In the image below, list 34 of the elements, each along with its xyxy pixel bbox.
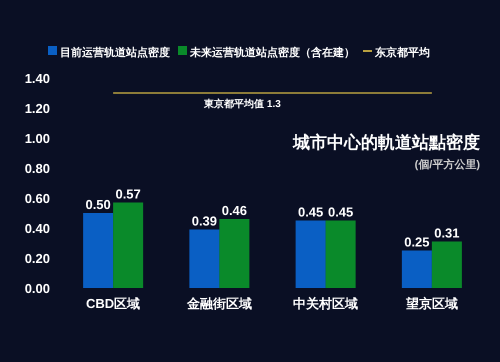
- y-tick-label: 0.00: [24, 281, 50, 296]
- bar: [83, 213, 114, 288]
- x-tick-label: 望京区域: [404, 296, 458, 311]
- x-tick-label: 金融街区域: [186, 296, 252, 311]
- bar: [296, 220, 326, 288]
- x-tick-label: 中关村区域: [293, 296, 358, 311]
- annotation: 東京都平均值 1.3: [203, 98, 282, 110]
- data-label: 0.50: [85, 197, 111, 212]
- y-tick-label: 0.20: [24, 251, 50, 266]
- y-tick-label: 0.80: [24, 161, 50, 176]
- y-tick-label: 0.40: [24, 221, 50, 236]
- data-label: 0.45: [328, 204, 354, 220]
- y-tick-label: 0.60: [24, 191, 50, 206]
- data-label: 0.57: [115, 186, 141, 202]
- legend-label: 未来运营轨道站点密度（含在建）: [189, 46, 355, 59]
- bar: [219, 219, 250, 288]
- bar: [402, 250, 432, 288]
- legend-label: 东京都平均: [374, 46, 430, 59]
- data-label: 0.45: [298, 204, 324, 220]
- y-tick-label: 1.40: [24, 71, 50, 86]
- x-tick-label: CBD区域: [86, 296, 140, 311]
- data-label: 0.39: [192, 214, 218, 228]
- bar: [326, 220, 356, 288]
- data-label: 0.25: [404, 234, 430, 250]
- data-label: 0.46: [222, 203, 248, 218]
- text: (個/平方公里): [414, 158, 480, 171]
- y-tick-label: 1.00: [24, 131, 50, 146]
- bar: [113, 202, 144, 288]
- data-label: 0.31: [434, 226, 460, 240]
- bar: [432, 242, 462, 288]
- text: 城市中心的軌道站點密度: [292, 133, 480, 152]
- legend-label: 目前运营轨道站点密度: [60, 46, 170, 59]
- y-tick-label: 1.20: [24, 101, 50, 116]
- bar: [189, 230, 220, 288]
